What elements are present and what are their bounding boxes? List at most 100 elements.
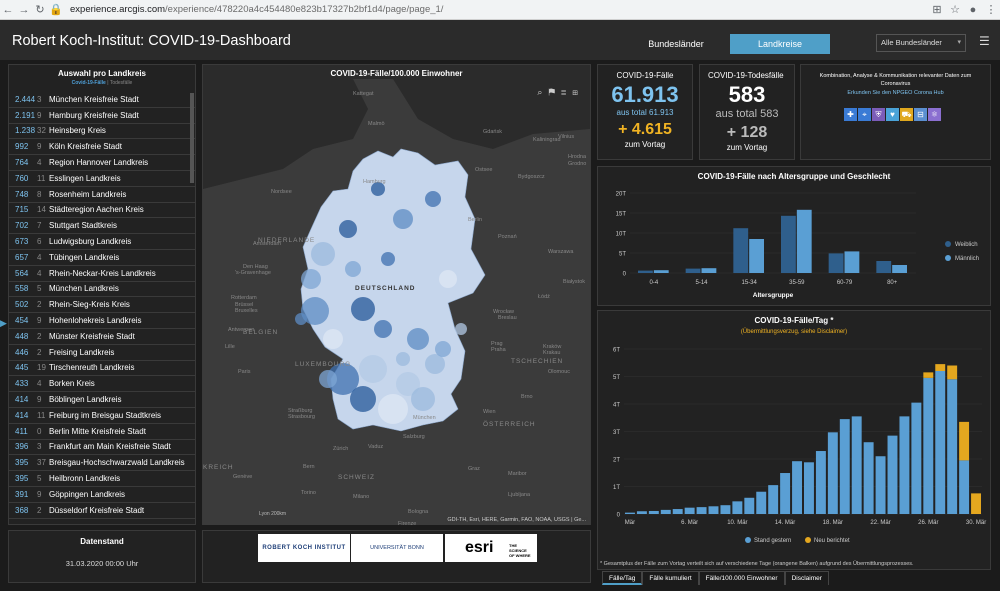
list-scrollbar[interactable] — [190, 93, 194, 183]
map-canvas[interactable] — [203, 79, 590, 525]
star-icon[interactable]: ☆ — [950, 4, 960, 16]
list-item[interactable]: 448 2 Münster Kreisfreie Stadt — [9, 329, 195, 345]
list-item[interactable]: 992 9 Köln Kreisfreie Stadt — [9, 139, 195, 156]
list-item[interactable]: 748 8 Rosenheim Landkreis — [9, 187, 195, 203]
map-panel[interactable]: COVID-19-Fälle/100.000 Einwohner Kattega… — [202, 64, 591, 527]
map-icon[interactable]: ⌖ — [858, 108, 871, 121]
landkreis-list-panel: Auswahl pro Landkreis Covid-19-Fälle | T… — [8, 64, 196, 525]
daily-chart-subtitle[interactable]: (Übermittlungsverzug, siehe Disclaimer) — [740, 329, 848, 335]
map-place-label: Grodno — [568, 161, 587, 167]
list-item[interactable]: 411 0 Berlin Mitte Kreisfreie Stadt — [9, 424, 195, 440]
sidebar-toggle-icon[interactable]: ▶ — [0, 318, 7, 328]
atom-icon[interactable]: ⚛ — [928, 108, 941, 121]
list-item[interactable]: 368 2 Düsseldorf Kreisfreie Stadt — [9, 503, 195, 519]
list-item[interactable]: 764 4 Region Hannover Landkreis — [9, 155, 195, 171]
kpi-deaths: COVID-19-Todesfälle 583 aus total 583 + … — [699, 64, 795, 160]
map-search-icon[interactable]: ⌕ — [537, 87, 549, 97]
chart-tab[interactable]: Fälle/Tag — [602, 571, 643, 585]
list-item[interactable]: 760 11 Esslingen Landkreis — [9, 171, 195, 187]
app-header: Robert Koch-Institut: COVID-19-Dashboard… — [0, 20, 1000, 60]
list-item[interactable]: 2.191 9 Hamburg Kreisfreie Stadt — [9, 108, 195, 124]
daily-bar — [815, 451, 826, 514]
chart-tabs[interactable]: Fälle/Tag Fälle kumuliert Fälle/100.000 Ei… — [602, 571, 829, 585]
district-patches[interactable] — [295, 182, 467, 424]
age-chart[interactable]: 0 5T 10T 15T 20T 0-4 5-14 15-34 35-59 60-79 80+ Alt… — [598, 167, 990, 305]
map-layers-icon[interactable]: ≣ — [561, 87, 573, 97]
toggle-cases[interactable]: Covid-19-Fälle — [71, 80, 106, 86]
address-bar[interactable]: experience.arcgis.com/experience/478220a… — [70, 4, 928, 15]
list-item[interactable]: 445 19 Tirschenreuth Landkreis — [9, 361, 195, 377]
landkreis-list[interactable]: 2.444 3 München Kreisfreie Stadt 2.191 9 Hamb… — [9, 92, 195, 524]
map-place-label: Wrocław — [493, 309, 514, 315]
map-place-label: Brüssel — [235, 302, 254, 308]
chart-tab[interactable]: Disclaimer — [784, 571, 829, 585]
list-item-name: Freiburg im Breisgau Stadtkreis — [49, 410, 162, 420]
list-item[interactable]: 395 37 Breisgau-Hochschwarzwald Landkreis — [9, 455, 195, 472]
list-item[interactable]: 414 11 Freiburg im Breisgau Stadtkreis — [9, 408, 195, 424]
map-basemap-icon[interactable]: ⊞ — [572, 87, 584, 97]
more-icon[interactable]: ⋮ — [985, 4, 997, 16]
map-place-label: Olomouc — [548, 369, 571, 375]
npgeo-icons[interactable]: ✚ ⌖ ⛨ ♥ ⛟ ⊟ ⚛ — [844, 108, 941, 121]
back-icon[interactable]: ← — [2, 3, 14, 16]
list-item-value: 395 — [15, 474, 29, 484]
list-item[interactable]: 391 9 Göppingen Landkreis — [9, 487, 195, 503]
daily-bar — [696, 507, 707, 514]
daily-chart[interactable]: 0 1T 2T 3T 4T 5T 6T Mär 6. Mär 10. Mär 14. Mär 18. … — [598, 311, 990, 557]
rki-logo[interactable]: ROBERT KOCH INSTITUT — [258, 534, 350, 562]
list-item[interactable]: 715 14 Städteregion Aachen Kreis — [9, 203, 195, 219]
bundesland-select[interactable]: Alle Bundesländer ▾ — [876, 34, 966, 52]
age-bar — [876, 261, 892, 273]
tab-bundeslaender[interactable]: Bundesländer — [648, 39, 704, 49]
list-item[interactable]: 454 9 Hohenlohekreis Landkreis — [9, 313, 195, 329]
daily-xtick: 10. Mär — [727, 520, 747, 526]
list-item[interactable]: 2.444 3 München Kreisfreie Stadt — [9, 92, 195, 108]
esri-logo[interactable]: esri THE SCIENCE OF WHERE — [445, 534, 537, 562]
map-place-label: Ljubljana — [508, 492, 531, 498]
account-icon[interactable]: ● — [969, 3, 977, 16]
list-item[interactable]: 414 9 Böblingen Landkreis — [9, 392, 195, 408]
list-item[interactable]: 395 5 Heilbronn Landkreis — [9, 471, 195, 487]
map-country-label: DEUTSCHLAND — [355, 285, 416, 292]
list-item-name: Rhein-Neckar-Kreis Landkreis — [49, 268, 156, 278]
uni-bonn-logo[interactable]: UNIVERSITÄT BONN — [351, 534, 443, 562]
list-item[interactable]: 446 2 Freising Landkreis — [9, 345, 195, 361]
tab-landkreise[interactable]: Landkreise — [730, 34, 830, 54]
list-item[interactable]: 396 3 Frankfurt am Main Kreisfreie Stadt — [9, 440, 195, 456]
chart-tab[interactable]: Fälle/100.000 Einwohner — [698, 571, 785, 585]
list-item[interactable]: 558 5 München Landkreis — [9, 282, 195, 298]
ambulance-icon[interactable]: ✚ — [844, 108, 857, 121]
datenstand-title: Datenstand — [80, 537, 124, 546]
list-item-rank: 9 — [37, 110, 42, 120]
list-item[interactable]: 702 7 Stuttgart Stadtkreis — [9, 218, 195, 235]
list-item[interactable]: 657 4 Tübingen Landkreis — [9, 250, 195, 266]
list-item[interactable]: 502 2 Rhein-Sieg-Kreis Kreis — [9, 297, 195, 314]
bus-icon[interactable]: ⊟ — [914, 108, 927, 121]
shield-icon[interactable]: ⛨ — [872, 108, 885, 121]
list-item-name: München Landkreis — [49, 284, 119, 294]
list-item[interactable]: 433 4 Borken Kreis — [9, 376, 195, 393]
map-toolbar[interactable]: ⌕⚑≣⊞ — [537, 87, 584, 98]
forward-icon[interactable]: → — [18, 3, 30, 16]
list-item[interactable]: 673 6 Ludwigsburg Landkreis — [9, 234, 195, 250]
list-toggle[interactable]: Covid-19-Fälle | Todesfälle — [9, 80, 195, 86]
reload-icon[interactable]: ↻ — [35, 4, 45, 16]
daily-bar — [959, 421, 970, 461]
list-item[interactable]: 1.238 32 Heinsberg Kreis — [9, 124, 195, 140]
list-item[interactable]: 564 4 Rhein-Neckar-Kreis Landkreis — [9, 266, 195, 282]
translate-icon[interactable]: ⊞ — [932, 4, 942, 16]
list-item-name: Städteregion Aachen Kreis — [49, 205, 144, 215]
hamburger-menu-icon[interactable]: ☰ — [979, 34, 990, 48]
chart-tab[interactable]: Fälle kumuliert — [642, 571, 699, 585]
toggle-deaths[interactable]: Todesfälle — [109, 80, 133, 86]
heart-icon[interactable]: ♥ — [886, 108, 899, 121]
npgeo-link[interactable]: Erkunden Sie den NPGEO Corona Hub — [847, 90, 944, 96]
map-bookmark-icon[interactable]: ⚑ — [548, 87, 561, 97]
district-patch — [455, 323, 467, 335]
list-item-name: Esslingen Landkreis — [49, 173, 121, 183]
age-bar — [653, 270, 669, 273]
age-ytick: 15T — [616, 212, 627, 218]
kpi-cases: COVID-19-Fälle 61.913 aus total 61.913 +… — [597, 64, 693, 160]
car-icon[interactable]: ⛟ — [900, 108, 913, 121]
list-title: Auswahl pro Landkreis — [57, 69, 147, 78]
